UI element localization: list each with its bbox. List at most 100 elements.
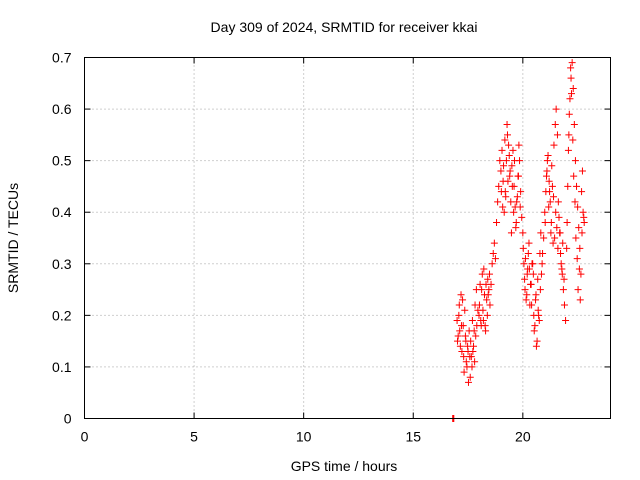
data-point <box>550 141 558 149</box>
data-point <box>562 317 570 325</box>
data-point <box>521 286 529 294</box>
data-point <box>476 280 484 288</box>
data-point <box>524 249 532 257</box>
data-point <box>559 286 567 294</box>
x-tick-label: 15 <box>405 429 421 445</box>
data-point <box>527 280 535 288</box>
data-point <box>531 322 539 330</box>
data-point <box>484 275 492 283</box>
data-point <box>523 291 531 299</box>
data-point <box>509 146 517 154</box>
data-point <box>495 182 503 190</box>
data-point <box>480 265 488 273</box>
data-point <box>534 275 542 283</box>
data-point <box>529 270 537 278</box>
data-point <box>553 131 561 139</box>
data-point <box>573 255 581 263</box>
data-point <box>543 157 551 165</box>
data-point <box>536 249 544 257</box>
y-tick-label: 0.7 <box>52 50 72 66</box>
data-point <box>526 301 534 309</box>
data-point <box>528 260 536 268</box>
data-point <box>573 182 581 190</box>
data-point <box>551 234 559 242</box>
data-point <box>485 286 493 294</box>
data-point <box>568 59 576 67</box>
data-point <box>458 347 466 355</box>
data-point <box>560 301 568 309</box>
data-point <box>501 136 509 144</box>
data-point <box>471 358 479 366</box>
tick-labels: 0 5 10 15 20 0 0.1 0.2 0.3 0.4 0.5 0.6 0.7 <box>52 50 531 445</box>
data-point <box>570 172 578 180</box>
data-point <box>467 337 475 345</box>
data-point <box>468 363 476 371</box>
x-tick-label: 0 <box>81 429 89 445</box>
data-point <box>519 244 527 252</box>
data-points <box>449 59 588 422</box>
data-point <box>576 244 584 252</box>
data-point <box>460 368 468 376</box>
data-point <box>486 270 494 278</box>
data-point <box>544 151 552 159</box>
data-point <box>569 84 577 92</box>
data-point <box>503 121 511 129</box>
data-point <box>521 255 529 263</box>
data-point <box>490 239 498 247</box>
data-point <box>575 265 583 273</box>
data-point <box>558 265 566 273</box>
data-point <box>470 327 478 335</box>
data-point <box>520 260 528 268</box>
data-point <box>518 213 526 221</box>
data-point <box>522 296 530 304</box>
data-point <box>524 265 532 273</box>
data-point <box>554 198 562 206</box>
data-point <box>464 342 472 350</box>
data-point <box>457 291 465 299</box>
data-point <box>456 327 464 335</box>
data-point <box>580 213 588 221</box>
data-point <box>575 224 583 232</box>
data-point <box>535 317 543 325</box>
data-point <box>483 311 491 319</box>
data-point <box>555 213 563 221</box>
data-point <box>552 105 560 113</box>
data-point <box>548 182 556 190</box>
data-point <box>552 208 560 216</box>
data-point <box>502 157 510 165</box>
x-tick-label: 10 <box>296 429 312 445</box>
data-point <box>514 172 522 180</box>
data-point <box>470 342 478 350</box>
data-point <box>488 260 496 268</box>
data-point <box>560 275 568 283</box>
data-point <box>567 74 575 82</box>
y-tick-label: 0.6 <box>52 101 72 117</box>
data-point <box>537 270 545 278</box>
y-tick-label: 0.5 <box>52 153 72 169</box>
data-point <box>570 121 578 129</box>
data-point <box>461 306 469 314</box>
data-point <box>554 244 562 252</box>
data-point <box>546 198 554 206</box>
data-point <box>455 301 463 309</box>
data-point <box>521 275 529 283</box>
data-point <box>564 146 572 154</box>
data-point <box>477 317 485 325</box>
data-point <box>517 188 525 196</box>
data-point <box>504 177 512 185</box>
data-point <box>563 244 571 252</box>
data-point <box>548 162 556 170</box>
data-point <box>472 332 480 340</box>
data-point <box>516 203 524 211</box>
data-point <box>546 188 554 196</box>
data-point <box>574 286 582 294</box>
data-point <box>498 146 506 154</box>
data-point <box>537 229 545 237</box>
data-point <box>532 296 540 304</box>
data-point <box>502 193 510 201</box>
data-point <box>559 239 567 247</box>
chart-title: Day 309 of 2024, SRMTID for receiver kka… <box>211 19 478 35</box>
data-point <box>453 317 461 325</box>
data-point <box>478 270 486 278</box>
